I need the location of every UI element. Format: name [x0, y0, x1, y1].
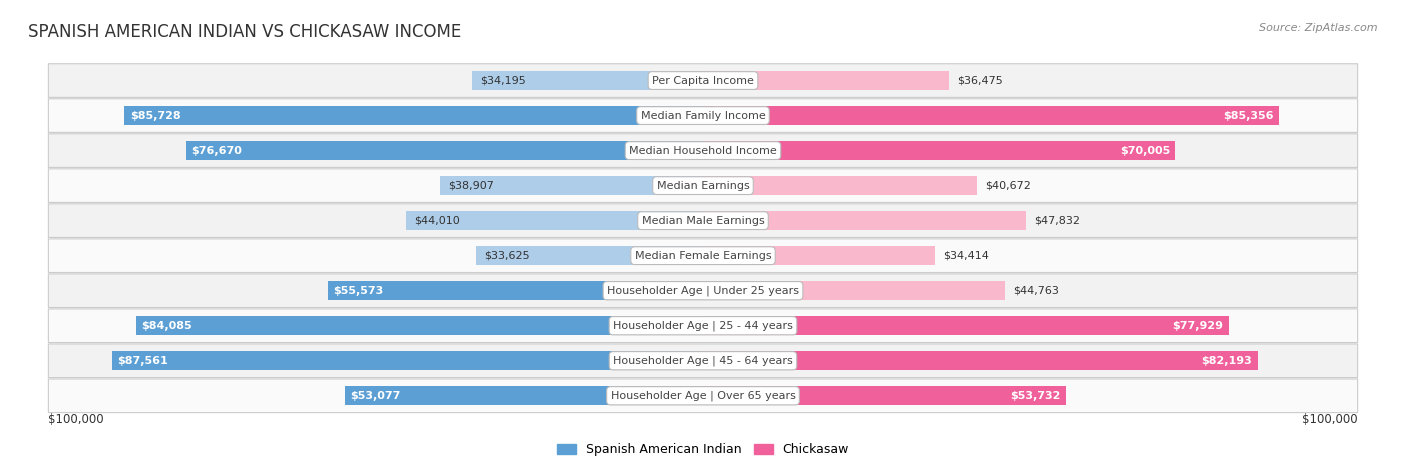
FancyBboxPatch shape: [48, 274, 1358, 307]
Bar: [703, 351, 1258, 370]
Bar: [135, 316, 703, 335]
FancyBboxPatch shape: [48, 239, 1358, 272]
Text: Householder Age | Over 65 years: Householder Age | Over 65 years: [610, 390, 796, 401]
Text: $76,670: $76,670: [191, 146, 242, 156]
Text: $44,010: $44,010: [415, 216, 460, 226]
FancyBboxPatch shape: [48, 134, 1358, 167]
Text: Householder Age | 25 - 44 years: Householder Age | 25 - 44 years: [613, 320, 793, 331]
Legend: Spanish American Indian, Chickasaw: Spanish American Indian, Chickasaw: [553, 439, 853, 461]
Bar: [112, 351, 703, 370]
Bar: [477, 246, 703, 265]
FancyBboxPatch shape: [48, 169, 1358, 202]
Text: $38,907: $38,907: [449, 181, 495, 191]
Text: Median Male Earnings: Median Male Earnings: [641, 216, 765, 226]
Text: $77,929: $77,929: [1173, 321, 1223, 331]
Text: $47,832: $47,832: [1033, 216, 1080, 226]
Bar: [125, 106, 703, 125]
Bar: [703, 386, 1066, 405]
Text: $40,672: $40,672: [986, 181, 1032, 191]
Bar: [703, 281, 1005, 300]
FancyBboxPatch shape: [48, 99, 1358, 133]
Bar: [703, 106, 1279, 125]
Text: Source: ZipAtlas.com: Source: ZipAtlas.com: [1260, 23, 1378, 33]
Bar: [703, 211, 1026, 230]
Text: $85,356: $85,356: [1223, 111, 1274, 120]
Bar: [703, 316, 1229, 335]
Bar: [703, 141, 1175, 160]
Bar: [344, 386, 703, 405]
Text: SPANISH AMERICAN INDIAN VS CHICKASAW INCOME: SPANISH AMERICAN INDIAN VS CHICKASAW INC…: [28, 23, 461, 42]
FancyBboxPatch shape: [48, 344, 1358, 377]
Text: $34,414: $34,414: [943, 251, 990, 261]
Text: Householder Age | 45 - 64 years: Householder Age | 45 - 64 years: [613, 355, 793, 366]
Text: Median Female Earnings: Median Female Earnings: [634, 251, 772, 261]
Text: $87,561: $87,561: [118, 356, 169, 366]
Text: $100,000: $100,000: [48, 413, 104, 426]
Text: $82,193: $82,193: [1202, 356, 1253, 366]
Bar: [472, 71, 703, 90]
FancyBboxPatch shape: [48, 309, 1358, 343]
Text: $33,625: $33,625: [484, 251, 530, 261]
Text: $53,077: $53,077: [350, 391, 401, 401]
Text: Median Household Income: Median Household Income: [628, 146, 778, 156]
Text: $55,573: $55,573: [333, 286, 384, 296]
Bar: [186, 141, 703, 160]
Text: $34,195: $34,195: [481, 76, 526, 85]
Bar: [440, 176, 703, 195]
FancyBboxPatch shape: [48, 64, 1358, 98]
Text: Per Capita Income: Per Capita Income: [652, 76, 754, 85]
Bar: [406, 211, 703, 230]
Text: Householder Age | Under 25 years: Householder Age | Under 25 years: [607, 285, 799, 296]
Text: $100,000: $100,000: [1302, 413, 1358, 426]
Text: $70,005: $70,005: [1119, 146, 1170, 156]
Text: $36,475: $36,475: [957, 76, 1002, 85]
FancyBboxPatch shape: [48, 379, 1358, 413]
Bar: [703, 246, 935, 265]
Bar: [703, 176, 977, 195]
Text: $84,085: $84,085: [141, 321, 191, 331]
FancyBboxPatch shape: [48, 204, 1358, 237]
Text: $44,763: $44,763: [1014, 286, 1059, 296]
Text: Median Family Income: Median Family Income: [641, 111, 765, 120]
Bar: [328, 281, 703, 300]
Bar: [703, 71, 949, 90]
Text: Median Earnings: Median Earnings: [657, 181, 749, 191]
Text: $85,728: $85,728: [129, 111, 180, 120]
Text: $53,732: $53,732: [1010, 391, 1060, 401]
